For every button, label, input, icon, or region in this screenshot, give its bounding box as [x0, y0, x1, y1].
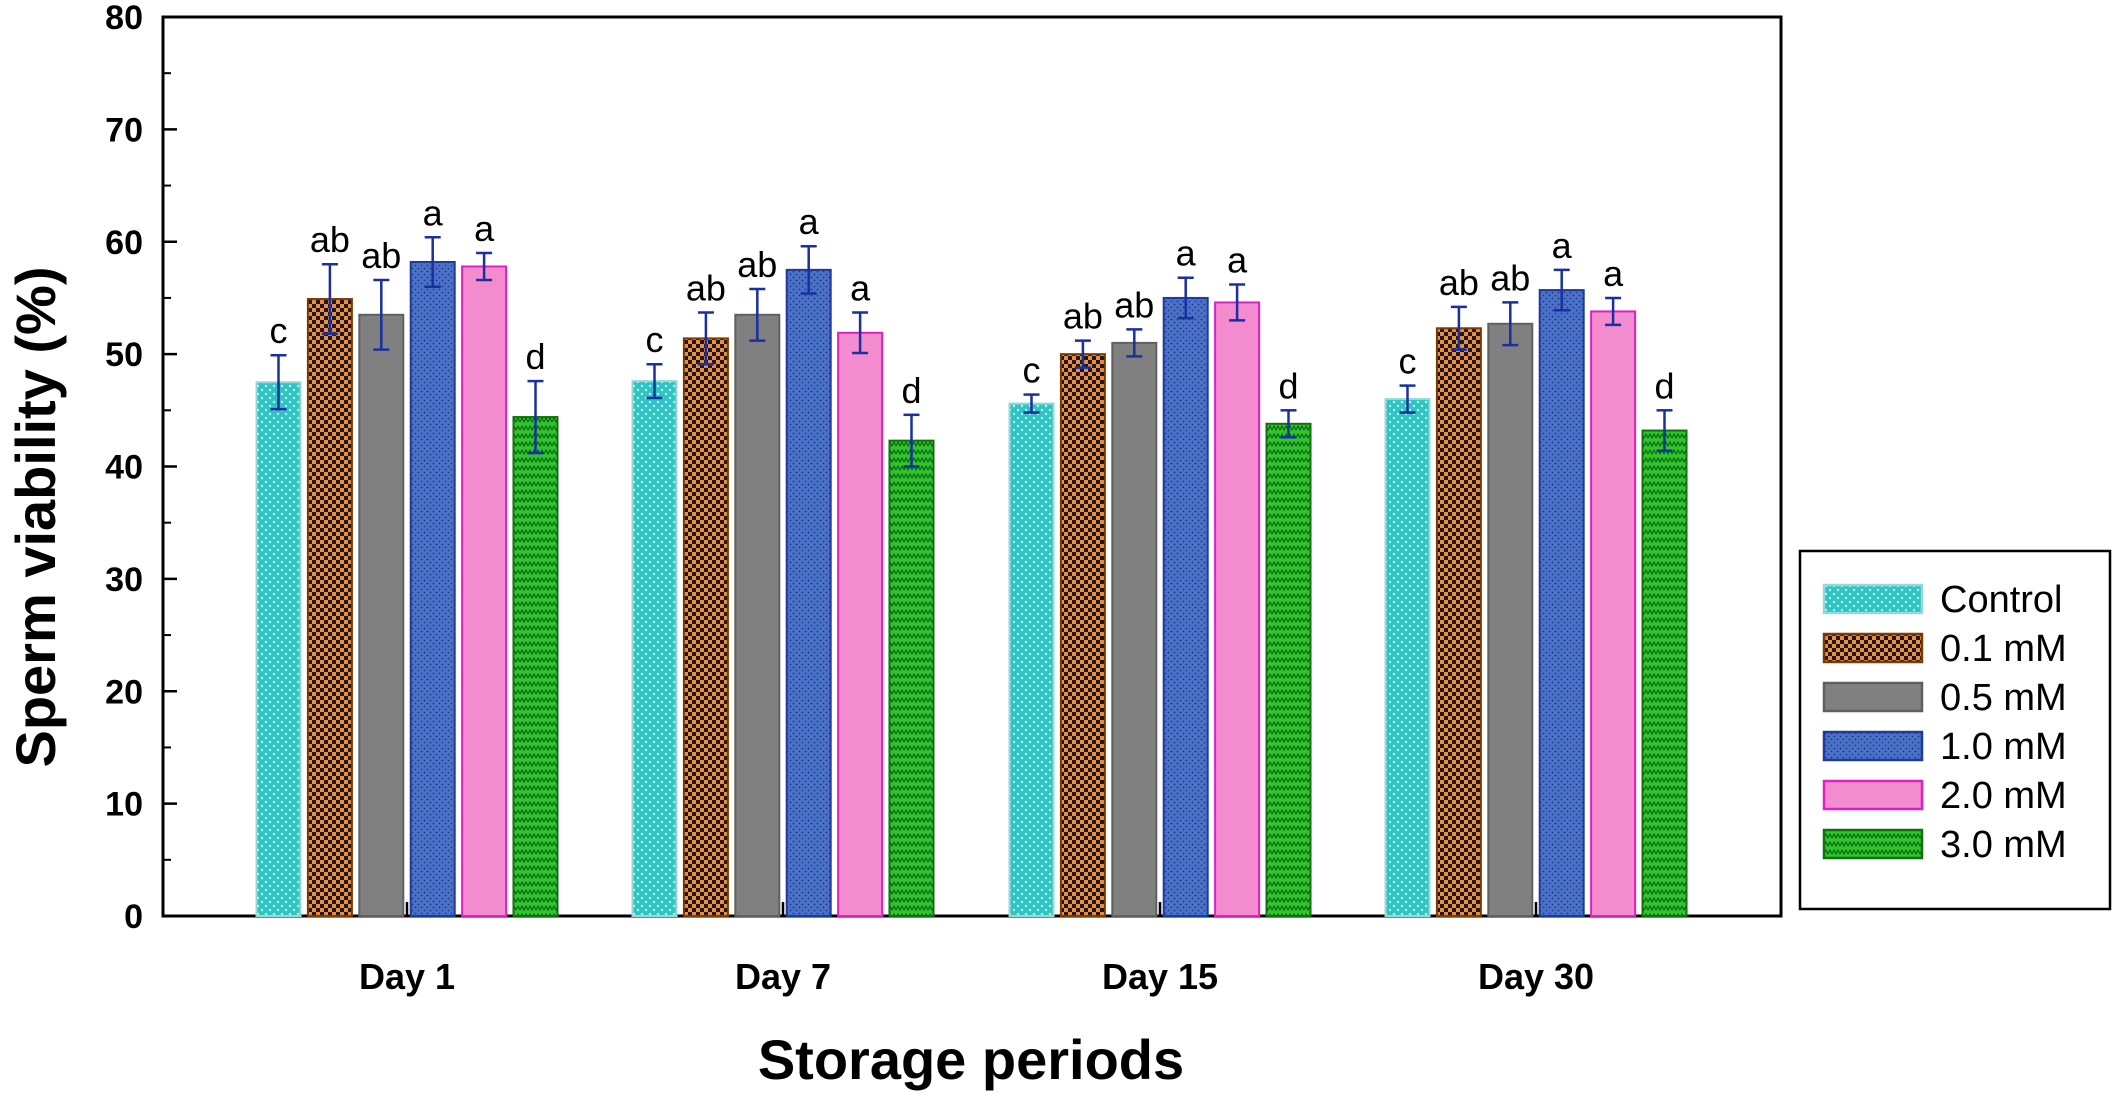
x-tick-label: Day 30	[1478, 956, 1594, 997]
y-tick-label: 0	[124, 898, 143, 936]
bar	[1487, 322, 1534, 917]
significance-label: ab	[1490, 257, 1530, 298]
significance-label: a	[850, 268, 871, 309]
plot-area: 0 10 20 30 40 50 60 70 80 Day 1 Day 7 Day 15 Day 30 c…	[105, 0, 1783, 997]
bar	[512, 416, 559, 917]
legend-swatch	[1822, 730, 1924, 762]
legend-label: 0.5 mM	[1940, 677, 2067, 719]
y-tick-label: 60	[105, 224, 143, 262]
bar	[255, 381, 302, 917]
bar	[461, 265, 508, 918]
significance-label: a	[1552, 225, 1573, 266]
y-tick-label: 20	[105, 673, 143, 711]
significance-label: a	[474, 208, 495, 249]
bar	[1590, 310, 1637, 917]
legend-swatch	[1822, 681, 1924, 713]
bar	[358, 313, 405, 917]
y-axis-title: Sperm viability (%)	[4, 266, 67, 767]
bar	[1538, 289, 1585, 918]
x-tick-label: Day 1	[359, 956, 455, 997]
significance-label: c	[646, 319, 664, 360]
y-tick-label: 70	[105, 111, 143, 149]
legend-swatch	[1822, 779, 1924, 811]
bar	[1214, 301, 1261, 917]
bar	[1435, 327, 1482, 917]
legend-swatch	[1822, 632, 1924, 664]
significance-label: ab	[1063, 296, 1103, 337]
significance-label: ab	[361, 235, 401, 276]
legend: Control 0.1 mM 0.5 mM 1.0 mM 2.0 mM 3.0 mM	[1798, 549, 2112, 911]
significance-label: ab	[1439, 262, 1479, 303]
significance-label: ab	[686, 268, 726, 309]
y-tick-label: 40	[105, 449, 143, 487]
bar	[1008, 402, 1055, 917]
bar	[785, 268, 832, 917]
x-tick-label: Day 7	[735, 956, 831, 997]
significance-label: a	[423, 192, 444, 233]
bar	[888, 439, 935, 917]
bar	[837, 331, 884, 917]
x-axis-title: Storage periods	[758, 1028, 1184, 1091]
significance-label: a	[1176, 233, 1197, 274]
significance-label: ab	[737, 244, 777, 285]
legend-label: 3.0 mM	[1940, 824, 2067, 866]
legend-label: 0.1 mM	[1940, 628, 2067, 670]
bar	[1111, 341, 1158, 917]
bar	[734, 313, 781, 917]
bar	[409, 260, 456, 918]
legend-label: 1.0 mM	[1940, 726, 2067, 768]
bar	[682, 337, 729, 917]
legend-swatch	[1822, 583, 1924, 615]
y-tick-label: 10	[105, 786, 143, 824]
bar	[1384, 398, 1431, 917]
legend-label: Control	[1940, 579, 2063, 621]
significance-label: a	[1603, 253, 1624, 294]
plot-frame	[161, 15, 1783, 918]
significance-label: c	[1023, 350, 1041, 391]
significance-label: d	[525, 336, 545, 377]
bar	[1059, 353, 1106, 917]
significance-label: ab	[310, 219, 350, 260]
bar	[1641, 429, 1688, 917]
bar	[1162, 296, 1209, 917]
y-tick-label: 50	[105, 336, 143, 374]
bar	[631, 380, 678, 918]
significance-label: c	[1399, 341, 1417, 382]
y-tick-label: 80	[105, 0, 143, 37]
significance-label: d	[1278, 365, 1298, 406]
legend-label: 2.0 mM	[1940, 775, 2067, 817]
legend-swatch	[1822, 828, 1924, 860]
significance-label: a	[799, 201, 820, 242]
bar	[1265, 422, 1312, 917]
x-tick-label: Day 15	[1102, 956, 1218, 997]
y-tick-label: 30	[105, 561, 143, 599]
significance-label: d	[901, 370, 921, 411]
significance-label: c	[270, 310, 288, 351]
significance-label: ab	[1114, 284, 1154, 325]
significance-label: d	[1654, 365, 1674, 406]
significance-label: a	[1227, 239, 1248, 280]
bar	[306, 298, 353, 917]
